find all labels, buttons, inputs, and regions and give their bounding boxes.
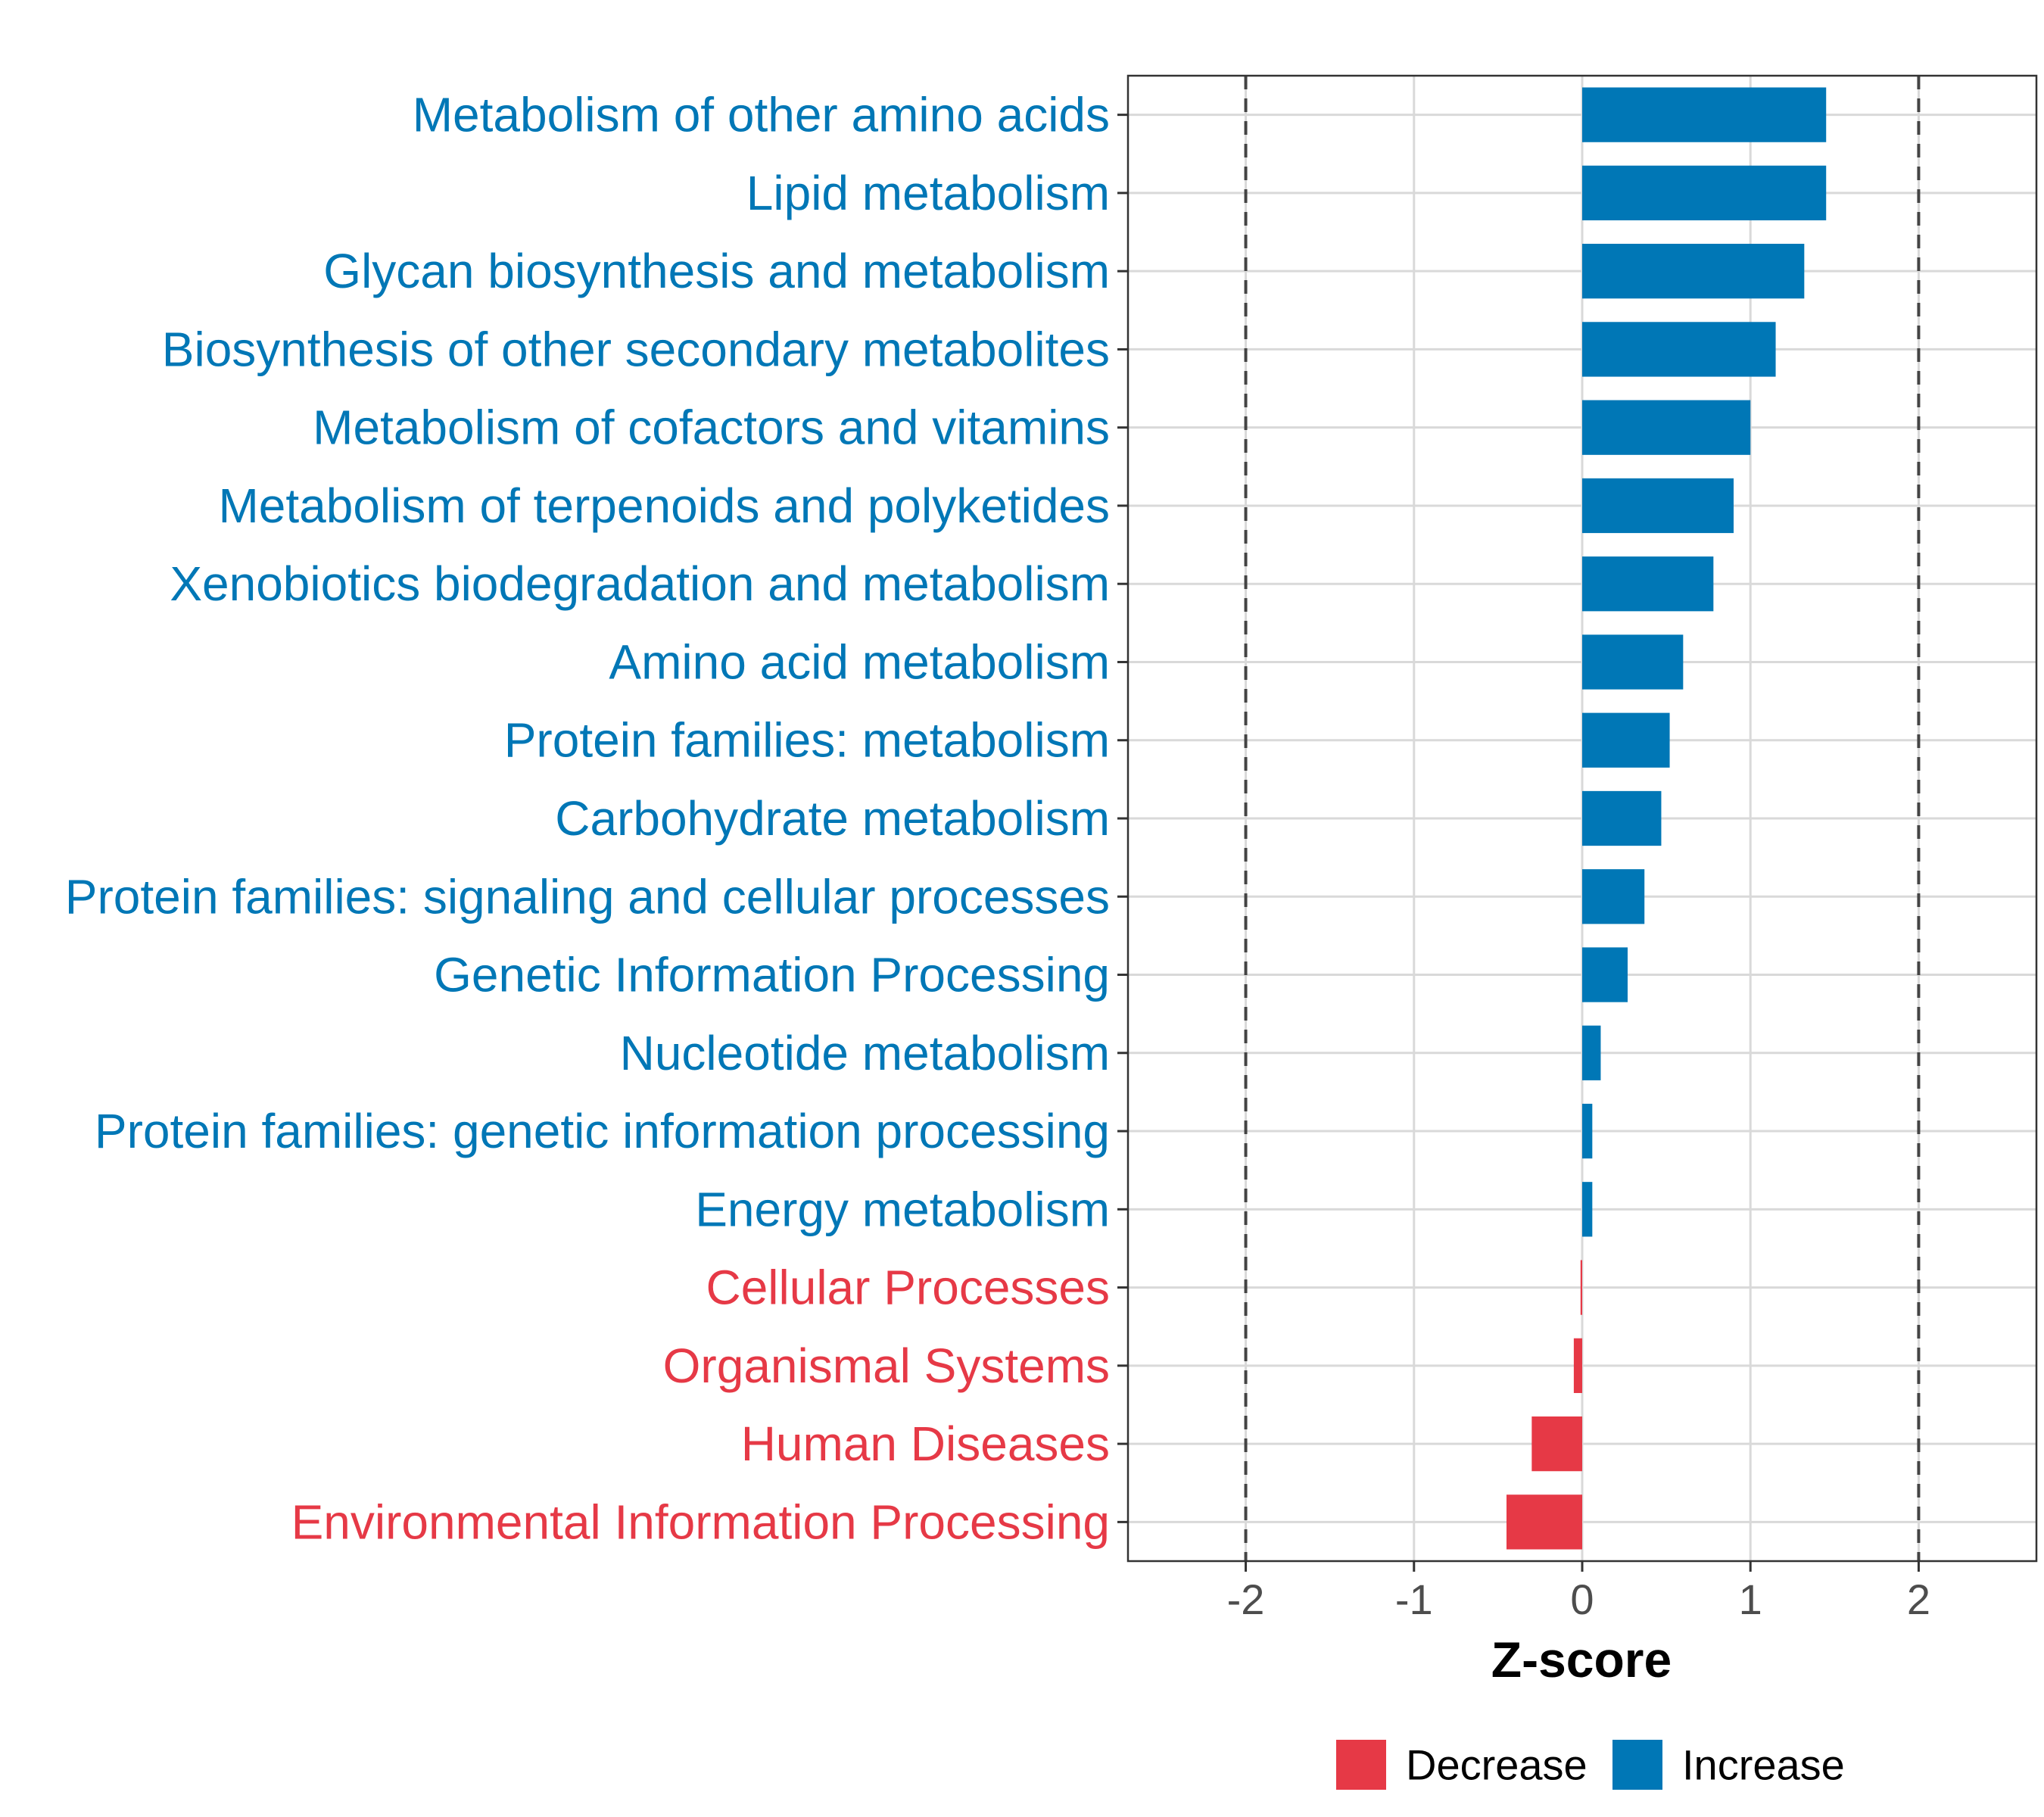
bar-7 xyxy=(1582,556,1714,612)
bar-2 xyxy=(1582,165,1827,221)
bar-16 xyxy=(1580,1260,1582,1315)
bar-14 xyxy=(1582,1103,1593,1159)
category-label: Protein families: signaling and cellular… xyxy=(65,869,1110,924)
bar-15 xyxy=(1582,1182,1593,1237)
category-label: Genetic Information Processing xyxy=(434,948,1110,1002)
category-label: Xenobiotics biodegradation and metabolis… xyxy=(170,556,1110,611)
category-label: Metabolism of cofactors and vitamins xyxy=(313,400,1110,455)
bar-3 xyxy=(1582,244,1805,299)
category-label: Protein families: metabolism xyxy=(504,713,1110,768)
category-label: Human Diseases xyxy=(741,1417,1110,1471)
reference-lines xyxy=(1244,76,1921,1561)
y-axis-ticks xyxy=(1117,114,1128,1523)
x-tick-label: -2 xyxy=(1227,1575,1265,1623)
x-axis-ticks: -2 -1 0 1 2 xyxy=(1227,1561,1930,1623)
bar-9 xyxy=(1582,712,1670,768)
category-label: Organismal Systems xyxy=(663,1339,1110,1393)
bars xyxy=(1507,87,1827,1550)
category-label: Lipid metabolism xyxy=(746,166,1110,220)
category-label: Environmental Information Processing xyxy=(291,1494,1110,1549)
category-label: Glycan biosynthesis and metabolism xyxy=(323,244,1110,298)
legend-label-decrease: Decrease xyxy=(1406,1741,1588,1789)
bar-8 xyxy=(1582,634,1684,690)
category-label: Nucleotide metabolism xyxy=(620,1026,1110,1080)
bar-5 xyxy=(1582,400,1751,455)
bar-4 xyxy=(1582,322,1776,377)
bar-10 xyxy=(1582,790,1662,846)
category-label: Metabolism of terpenoids and polyketides xyxy=(218,478,1110,533)
bar-19 xyxy=(1507,1494,1582,1550)
bar-1 xyxy=(1582,87,1827,142)
category-label: Biosynthesis of other secondary metaboli… xyxy=(162,322,1110,376)
x-tick-label: -1 xyxy=(1395,1575,1433,1623)
bar-6 xyxy=(1582,478,1734,534)
category-label: Carbohydrate metabolism xyxy=(555,791,1110,846)
x-tick-label: 2 xyxy=(1907,1575,1930,1623)
legend: Decrease Increase xyxy=(1336,1740,1845,1790)
bar-18 xyxy=(1531,1416,1582,1472)
bar-17 xyxy=(1573,1338,1582,1393)
category-label: Energy metabolism xyxy=(695,1182,1110,1236)
bar-11 xyxy=(1582,869,1645,924)
x-axis-title: Z-score xyxy=(1491,1632,1672,1688)
category-label: Cellular Processes xyxy=(706,1261,1110,1315)
y-axis-labels: Metabolism of other amino acids Lipid met… xyxy=(65,88,1110,1550)
legend-key-decrease xyxy=(1336,1740,1386,1790)
x-tick-label: 1 xyxy=(1739,1575,1762,1623)
bar-13 xyxy=(1582,1025,1601,1080)
bar-12 xyxy=(1582,947,1628,1002)
legend-key-increase xyxy=(1612,1740,1662,1790)
category-label: Protein families: genetic information pr… xyxy=(95,1104,1110,1158)
category-label: Amino acid metabolism xyxy=(609,634,1110,689)
category-label: Metabolism of other amino acids xyxy=(413,88,1110,142)
legend-label-increase: Increase xyxy=(1682,1741,1845,1789)
x-tick-label: 0 xyxy=(1570,1575,1594,1623)
